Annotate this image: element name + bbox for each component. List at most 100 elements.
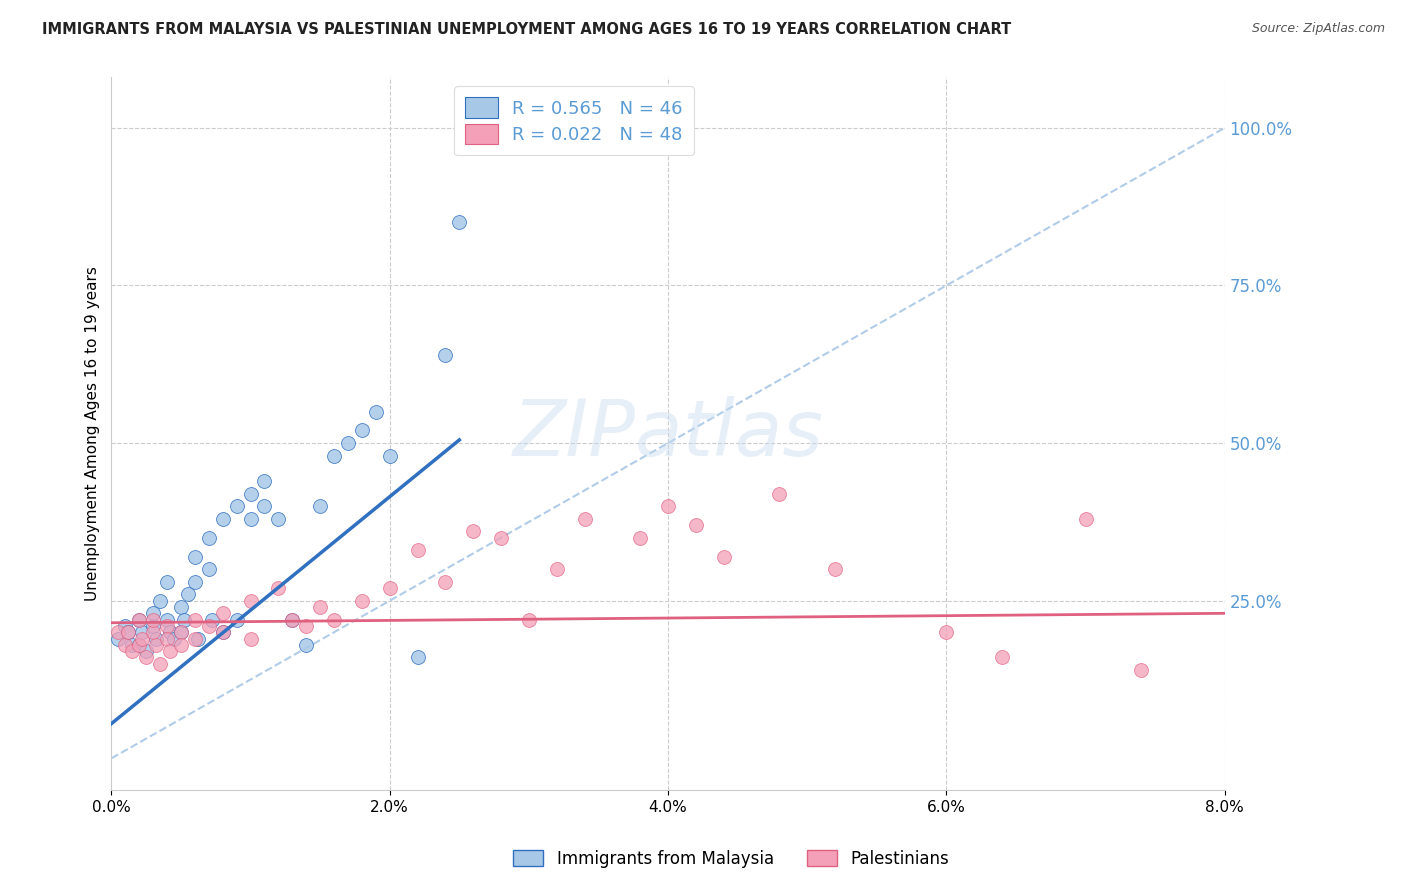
Point xyxy=(337,436,360,450)
Point xyxy=(117,625,139,640)
Point xyxy=(406,650,429,665)
Point xyxy=(378,449,401,463)
Point xyxy=(170,638,193,652)
Point xyxy=(170,600,193,615)
Point xyxy=(184,549,207,564)
Point xyxy=(142,613,165,627)
Point xyxy=(406,543,429,558)
Point xyxy=(128,613,150,627)
Point xyxy=(364,404,387,418)
Point xyxy=(253,474,276,488)
Point xyxy=(142,625,165,640)
Point xyxy=(1130,663,1153,677)
Point xyxy=(768,486,790,500)
Point xyxy=(211,607,233,621)
Point xyxy=(434,348,457,362)
Point xyxy=(517,613,540,627)
Point xyxy=(128,613,150,627)
Point xyxy=(211,625,233,640)
Point xyxy=(163,632,186,646)
Point xyxy=(201,613,224,627)
Point xyxy=(225,499,247,513)
Point xyxy=(546,562,568,576)
Text: Source: ZipAtlas.com: Source: ZipAtlas.com xyxy=(1251,22,1385,36)
Point xyxy=(253,499,276,513)
Point xyxy=(350,593,373,607)
Point xyxy=(156,632,179,646)
Point xyxy=(149,593,172,607)
Point xyxy=(1074,512,1097,526)
Point xyxy=(434,574,457,589)
Point xyxy=(323,449,346,463)
Point xyxy=(449,215,471,229)
Point xyxy=(135,650,157,665)
Point xyxy=(198,531,221,545)
Legend: R = 0.565   N = 46, R = 0.022   N = 48: R = 0.565 N = 46, R = 0.022 N = 48 xyxy=(454,87,693,155)
Point xyxy=(121,644,143,658)
Point xyxy=(281,613,304,627)
Point xyxy=(128,638,150,652)
Point xyxy=(187,632,209,646)
Point xyxy=(121,638,143,652)
Point xyxy=(281,613,304,627)
Point xyxy=(267,581,290,595)
Point xyxy=(173,613,195,627)
Point xyxy=(991,650,1014,665)
Point xyxy=(184,574,207,589)
Point xyxy=(323,613,346,627)
Point xyxy=(463,524,485,539)
Point xyxy=(114,638,136,652)
Point xyxy=(225,613,247,627)
Point xyxy=(211,625,233,640)
Point xyxy=(239,593,262,607)
Point xyxy=(378,581,401,595)
Legend: Immigrants from Malaysia, Palestinians: Immigrants from Malaysia, Palestinians xyxy=(506,844,956,875)
Point xyxy=(211,512,233,526)
Point xyxy=(309,600,332,615)
Point xyxy=(574,512,596,526)
Point xyxy=(198,619,221,633)
Point xyxy=(131,625,153,640)
Point xyxy=(145,638,167,652)
Point xyxy=(142,619,165,633)
Point xyxy=(135,644,157,658)
Point xyxy=(489,531,512,545)
Point xyxy=(239,512,262,526)
Point xyxy=(239,632,262,646)
Point xyxy=(159,625,181,640)
Point xyxy=(295,638,318,652)
Point xyxy=(309,499,332,513)
Point xyxy=(685,518,707,533)
Point xyxy=(142,607,165,621)
Point xyxy=(628,531,651,545)
Point xyxy=(170,625,193,640)
Point xyxy=(824,562,846,576)
Point xyxy=(107,625,129,640)
Point xyxy=(107,632,129,646)
Point xyxy=(267,512,290,526)
Y-axis label: Unemployment Among Ages 16 to 19 years: Unemployment Among Ages 16 to 19 years xyxy=(86,266,100,601)
Point xyxy=(935,625,957,640)
Point xyxy=(350,424,373,438)
Point xyxy=(184,613,207,627)
Point xyxy=(156,613,179,627)
Point xyxy=(149,657,172,671)
Point xyxy=(156,619,179,633)
Point xyxy=(117,625,139,640)
Text: IMMIGRANTS FROM MALAYSIA VS PALESTINIAN UNEMPLOYMENT AMONG AGES 16 TO 19 YEARS C: IMMIGRANTS FROM MALAYSIA VS PALESTINIAN … xyxy=(42,22,1011,37)
Point xyxy=(713,549,735,564)
Point xyxy=(170,625,193,640)
Text: ZIPatlas: ZIPatlas xyxy=(513,396,824,472)
Point xyxy=(114,619,136,633)
Point xyxy=(177,587,200,601)
Point xyxy=(295,619,318,633)
Point xyxy=(184,632,207,646)
Point xyxy=(156,574,179,589)
Point xyxy=(145,632,167,646)
Point xyxy=(198,562,221,576)
Point xyxy=(657,499,679,513)
Point xyxy=(128,638,150,652)
Point xyxy=(239,486,262,500)
Point xyxy=(131,632,153,646)
Point xyxy=(159,644,181,658)
